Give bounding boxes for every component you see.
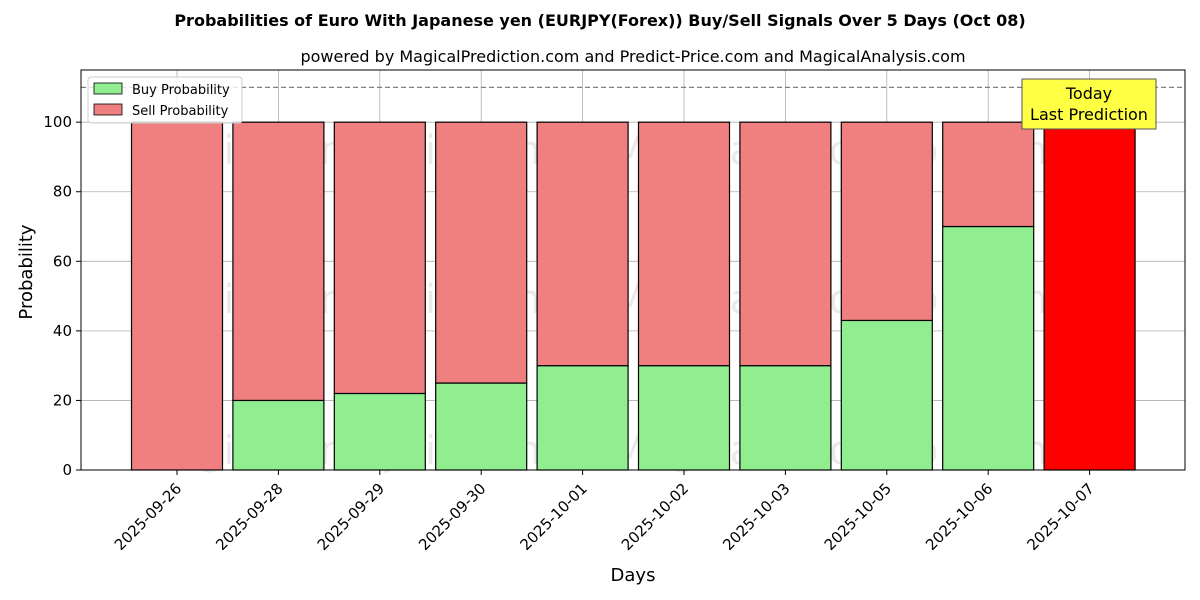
today-annotation: Today Last Prediction — [1021, 78, 1157, 130]
x-tick-label: 2025-10-03 — [719, 480, 793, 554]
legend-swatch-buy — [93, 82, 123, 95]
x-tick-label: 2025-09-29 — [314, 480, 388, 554]
legend-swatch-sell — [93, 103, 123, 116]
x-tick-label: 2025-09-28 — [212, 480, 286, 554]
y-tick-label: 40 — [53, 322, 72, 340]
x-tick-label: 2025-09-26 — [111, 480, 185, 554]
legend-label-sell: Sell Probability — [132, 104, 229, 119]
bar-sell — [739, 121, 832, 367]
bar-sell — [942, 121, 1035, 228]
x-tick-label: 2025-10-02 — [618, 480, 692, 554]
x-tick-label: 2025-10-07 — [1023, 480, 1097, 554]
x-tick-label: 2025-09-30 — [415, 480, 489, 554]
bar-sell — [435, 121, 528, 384]
y-tick-label: 60 — [53, 252, 72, 270]
legend-label-buy: Buy Probability — [132, 83, 230, 98]
chart-title: Probabilities of Euro With Japanese yen … — [174, 11, 1025, 30]
bar-buy — [942, 225, 1035, 471]
x-tick-label: 2025-10-05 — [821, 480, 895, 554]
bar-sell — [130, 121, 224, 471]
bar-buy — [333, 392, 426, 471]
y-axis: 0 20 40 60 80 100 — [43, 113, 81, 479]
x-axis: 2025-09-26 2025-09-28 2025-09-29 2025-09-30… — [111, 470, 1098, 554]
y-tick-label: 80 — [53, 183, 72, 201]
bars — [130, 121, 1136, 471]
annotation-line-2: Last Prediction — [1030, 105, 1148, 124]
chart-subtitle: powered by MagicalPrediction.com and Pre… — [300, 47, 965, 66]
y-tick-label: 100 — [43, 113, 72, 131]
y-axis-label: Probability — [16, 224, 37, 319]
bar-buy — [739, 365, 832, 471]
y-tick-label: 20 — [53, 391, 72, 409]
bar-buy — [232, 399, 325, 471]
annotation-line-1: Today — [1065, 84, 1112, 103]
bar-sell — [1043, 121, 1136, 471]
plot-frame — [80, 69, 1186, 471]
bar-buy — [435, 382, 528, 471]
bar-buy — [637, 365, 731, 471]
x-tick-label: 2025-10-01 — [516, 480, 590, 554]
bar-sell — [333, 121, 426, 395]
x-tick-label: 2025-10-06 — [922, 480, 996, 554]
legend: Buy Probability Sell Probability — [87, 76, 243, 124]
bar-buy — [840, 319, 933, 471]
bar-buy — [536, 365, 629, 471]
bar-sell — [536, 121, 629, 367]
bar-sell — [840, 121, 933, 322]
y-tick-label: 0 — [62, 461, 72, 479]
bar-sell — [637, 121, 731, 367]
annotation-box — [1021, 78, 1157, 130]
bar-sell — [232, 121, 325, 402]
x-axis-label: Days — [611, 565, 656, 586]
legend-box — [87, 76, 243, 124]
